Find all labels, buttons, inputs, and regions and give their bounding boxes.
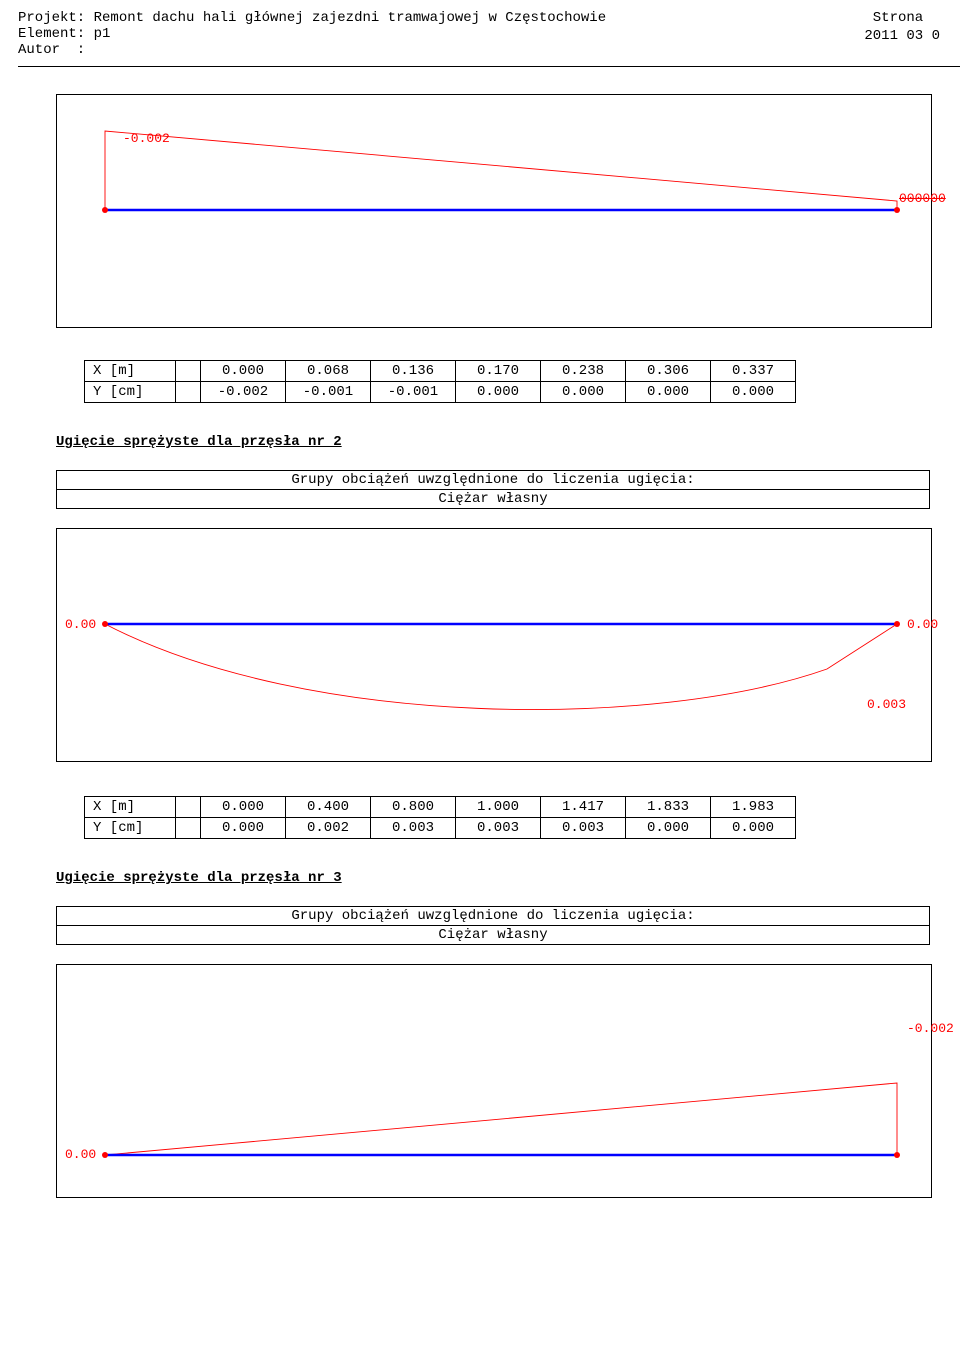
projekt-label: Projekt: bbox=[18, 10, 85, 26]
table2: X [m]0.0000.4000.8001.0001.4171.8331.983… bbox=[84, 796, 796, 839]
section2-title: Ugięcie sprężyste dla przęsła nr 2 bbox=[56, 434, 342, 450]
cell: 0.400 bbox=[286, 797, 371, 818]
cell: 0.000 bbox=[711, 818, 796, 839]
cell: 0.337 bbox=[711, 361, 796, 382]
infobox2-line1: Grupy obciążeń uwzględnione do liczenia … bbox=[56, 470, 930, 490]
header-row-element: Element: p1 2011 03 0 bbox=[18, 26, 960, 42]
table1: X [m]0.0000.0680.1360.1700.2380.3060.337… bbox=[84, 360, 796, 403]
infobox3: Grupy obciążeń uwzględnione do liczenia … bbox=[56, 906, 930, 945]
cell: 0.306 bbox=[626, 361, 711, 382]
cell: 1.417 bbox=[541, 797, 626, 818]
chart-label: 0.00 bbox=[65, 1147, 96, 1162]
chart-label: 000000 bbox=[899, 191, 946, 206]
infobox2-line2: Ciężar własny bbox=[56, 490, 930, 509]
cell: 1.833 bbox=[626, 797, 711, 818]
element-value: p1 bbox=[85, 26, 110, 42]
chart2-frame: 0.000.000.003 bbox=[56, 528, 932, 762]
infobox3-line1: Grupy obciążeń uwzględnione do liczenia … bbox=[56, 906, 930, 926]
cell: 0.000 bbox=[626, 382, 711, 403]
chart-label: 0.003 bbox=[867, 697, 906, 712]
cell: -0.001 bbox=[286, 382, 371, 403]
row-label: Y [cm] bbox=[85, 818, 176, 839]
chart-label: -0.002 bbox=[123, 131, 170, 146]
cell: -0.002 bbox=[201, 382, 286, 403]
chart1-frame: -0.002000000 bbox=[56, 94, 932, 328]
chart-label: 0.00 bbox=[65, 617, 96, 632]
table-row: Y [cm]0.0000.0020.0030.0030.0030.0000.00… bbox=[85, 818, 796, 839]
date-label: 2011 03 0 bbox=[864, 28, 940, 44]
autor-label: Autor : bbox=[18, 42, 85, 58]
row-label: X [m] bbox=[85, 797, 176, 818]
cell: 1.983 bbox=[711, 797, 796, 818]
strona-label: Strona bbox=[873, 10, 940, 26]
cell: 0.068 bbox=[286, 361, 371, 382]
cell: 0.136 bbox=[371, 361, 456, 382]
cell: 0.170 bbox=[456, 361, 541, 382]
cell: 0.800 bbox=[371, 797, 456, 818]
cell: 0.003 bbox=[541, 818, 626, 839]
cell: 0.000 bbox=[201, 361, 286, 382]
chart-label: 0.00 bbox=[907, 617, 938, 632]
section3-title: Ugięcie sprężyste dla przęsła nr 3 bbox=[56, 870, 342, 886]
cell: 0.000 bbox=[711, 382, 796, 403]
cell: 1.000 bbox=[456, 797, 541, 818]
cell: -0.001 bbox=[371, 382, 456, 403]
header-rule bbox=[18, 66, 960, 67]
cell: 0.000 bbox=[626, 818, 711, 839]
table-row: Y [cm]-0.002-0.001-0.0010.0000.0000.0000… bbox=[85, 382, 796, 403]
header-row-projekt: Projekt: Remont dachu hali głównej zajez… bbox=[18, 10, 960, 26]
row-label: X [m] bbox=[85, 361, 176, 382]
chart-label: -0.002 bbox=[907, 1021, 954, 1036]
spacer-cell bbox=[176, 818, 201, 839]
page: Projekt: Remont dachu hali głównej zajez… bbox=[0, 0, 960, 1355]
element-label: Element: bbox=[18, 26, 85, 42]
infobox2: Grupy obciążeń uwzględnione do liczenia … bbox=[56, 470, 930, 509]
cell: 0.000 bbox=[201, 818, 286, 839]
cell: 0.000 bbox=[541, 382, 626, 403]
cell: 0.003 bbox=[371, 818, 456, 839]
table-row: X [m] 0.0000.4000.8001.0001.4171.8331.983 bbox=[85, 797, 796, 818]
chart3-frame: -0.0020.00 bbox=[56, 964, 932, 1198]
cell: 0.003 bbox=[456, 818, 541, 839]
cell: 0.000 bbox=[201, 797, 286, 818]
infobox3-line2: Ciężar własny bbox=[56, 926, 930, 945]
spacer-cell bbox=[176, 797, 201, 818]
projekt-value: Remont dachu hali głównej zajezdni tramw… bbox=[85, 10, 606, 26]
cell: 0.000 bbox=[456, 382, 541, 403]
cell: 0.002 bbox=[286, 818, 371, 839]
table-row: X [m] 0.0000.0680.1360.1700.2380.3060.337 bbox=[85, 361, 796, 382]
spacer-cell bbox=[176, 361, 201, 382]
spacer-cell bbox=[176, 382, 201, 403]
header-row-autor: Autor : bbox=[18, 42, 960, 58]
cell: 0.238 bbox=[541, 361, 626, 382]
row-label: Y [cm] bbox=[85, 382, 176, 403]
